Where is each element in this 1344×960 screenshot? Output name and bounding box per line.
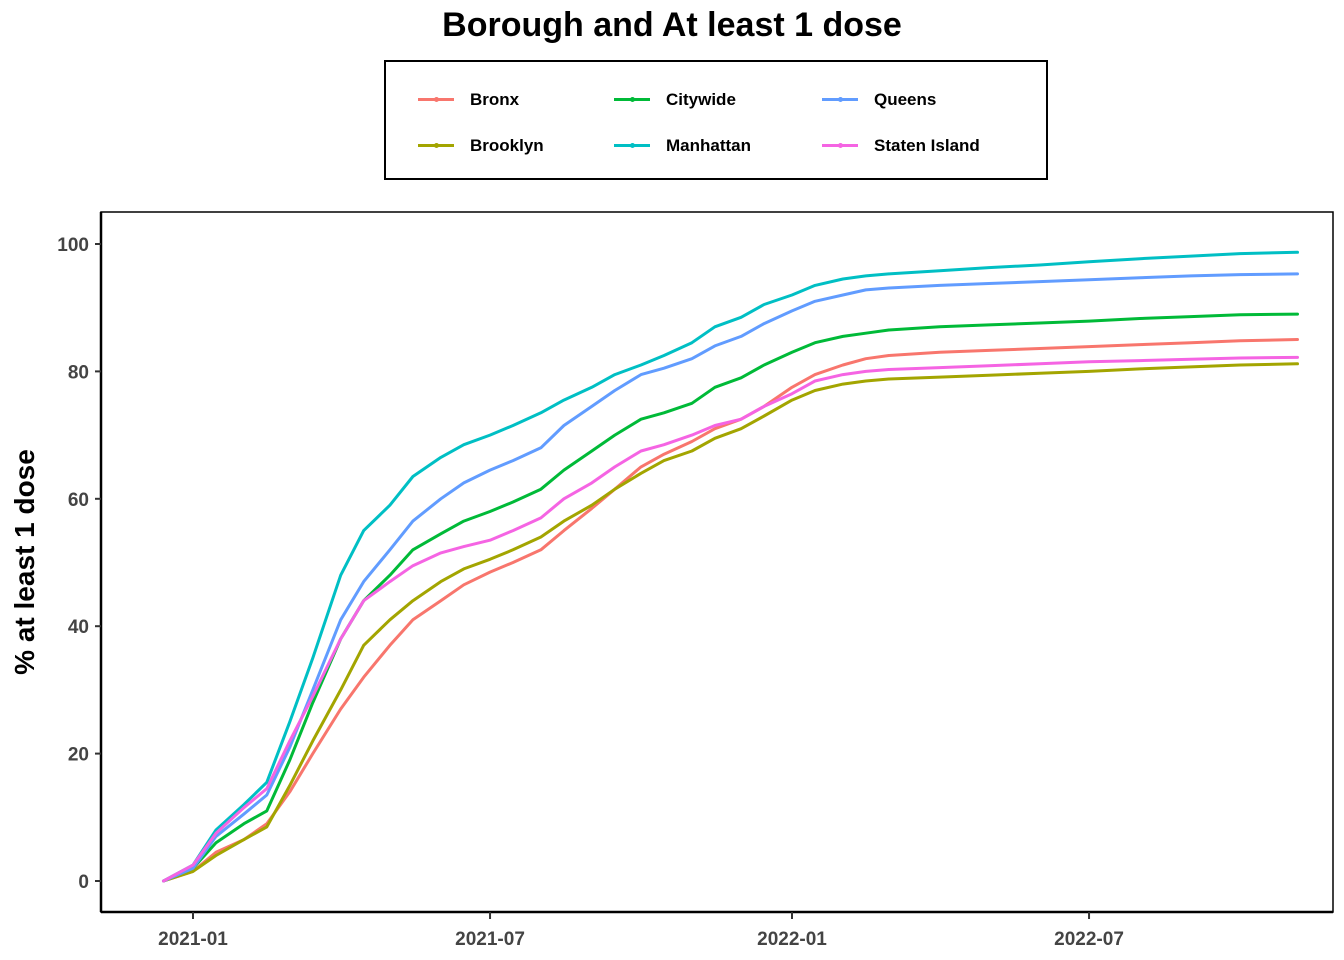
series-line-queens: [162, 272, 1299, 883]
legend: Bronx Brooklyn Citywide Manhattan Queens Stat…: [384, 60, 1048, 180]
legend-key-swatch: [820, 88, 860, 112]
y-tick-label: 60: [68, 490, 89, 511]
legend-key-swatch: [416, 134, 456, 158]
series-line-manhattan: [162, 250, 1299, 883]
legend-key-swatch: [416, 88, 456, 112]
legend-item-bronx: Bronx: [416, 88, 519, 112]
x-tick-label: 2021-07: [455, 929, 525, 950]
legend-key-swatch: [820, 134, 860, 158]
y-tick-label: 100: [57, 235, 89, 256]
x-tick-label: 2021-01: [158, 929, 228, 950]
legend-label: Citywide: [666, 90, 736, 109]
y-tick-label: 40: [68, 617, 89, 638]
y-axis-title: % at least 1 dose: [9, 449, 40, 675]
legend-item-staten-island: Staten Island: [820, 134, 980, 158]
legend-label: Brooklyn: [470, 136, 544, 155]
legend-label: Staten Island: [874, 136, 980, 155]
legend-item-brooklyn: Brooklyn: [416, 134, 544, 158]
legend-key-swatch: [612, 88, 652, 112]
x-tick-label: 2022-01: [757, 929, 827, 950]
legend-item-manhattan: Manhattan: [612, 134, 751, 158]
legend-key-swatch: [612, 134, 652, 158]
x-tick-label: 2022-07: [1054, 929, 1124, 950]
y-tick-label: 80: [68, 362, 89, 383]
series-line-brooklyn: [162, 362, 1299, 883]
series-line-citywide: [162, 312, 1299, 883]
legend-label: Queens: [874, 90, 937, 109]
legend-item-citywide: Citywide: [612, 88, 736, 112]
y-tick-label: 20: [68, 745, 89, 766]
series-line-staten-island: [162, 355, 1299, 883]
legend-label: Bronx: [470, 90, 520, 109]
y-tick-label: 0: [78, 872, 89, 893]
legend-item-queens: Queens: [820, 88, 936, 112]
series-line-bronx: [162, 338, 1299, 883]
chart-title: Borough and At least 1 dose: [442, 6, 902, 44]
legend-label: Manhattan: [666, 136, 751, 155]
